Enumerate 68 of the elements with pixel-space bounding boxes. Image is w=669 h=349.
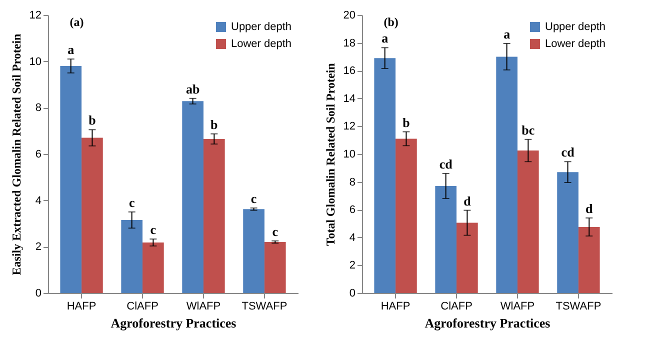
y-tick-label: 6 bbox=[349, 204, 356, 216]
y-tick-label: 4 bbox=[349, 232, 356, 244]
x-tick-label: TSWAFP bbox=[242, 300, 288, 312]
data-label: c bbox=[128, 194, 135, 210]
y-tick-label: 18 bbox=[343, 37, 356, 50]
bar bbox=[435, 186, 457, 293]
data-label: cd bbox=[439, 156, 454, 172]
bar bbox=[456, 222, 478, 293]
x-tick-label: TSWAFP bbox=[556, 300, 602, 312]
bar bbox=[517, 150, 539, 293]
bar bbox=[182, 101, 204, 293]
y-tick-label: 0 bbox=[349, 288, 356, 300]
y-tick-label: 4 bbox=[35, 194, 42, 207]
data-label: a bbox=[382, 30, 389, 46]
data-label: cd bbox=[561, 144, 576, 160]
y-axis-title: Total Glomalin Related Soil Protein bbox=[323, 62, 338, 246]
x-tick-label: HAFP bbox=[66, 300, 96, 312]
data-label: d bbox=[464, 193, 472, 208]
data-label: ab bbox=[186, 81, 200, 96]
bar bbox=[142, 242, 164, 293]
data-label: b bbox=[88, 112, 96, 128]
data-label: c bbox=[250, 190, 257, 206]
data-label: c bbox=[150, 222, 156, 238]
y-tick-label: 14 bbox=[343, 92, 356, 105]
data-label: d bbox=[586, 200, 594, 216]
legend-label: Lower depth bbox=[545, 38, 606, 50]
chart-title: (b) bbox=[384, 15, 398, 29]
bar bbox=[60, 66, 82, 293]
bar bbox=[82, 138, 103, 293]
legend-label: Upper depth bbox=[231, 21, 292, 33]
y-tick-label: 16 bbox=[343, 65, 356, 78]
bar bbox=[396, 138, 417, 293]
x-tick-label: WlAFP bbox=[500, 300, 535, 312]
bar bbox=[578, 226, 600, 293]
data-label: a bbox=[68, 42, 75, 58]
x-axis-title: Agroforestry Practices bbox=[110, 316, 236, 330]
y-tick-label: 10 bbox=[343, 148, 356, 160]
bar bbox=[557, 172, 578, 293]
x-tick-label: HAFP bbox=[380, 300, 410, 312]
y-tick-label: 2 bbox=[349, 260, 356, 272]
data-label: bc bbox=[522, 122, 535, 138]
bar bbox=[496, 56, 518, 293]
y-tick-label: 20 bbox=[343, 10, 356, 22]
data-label: c bbox=[272, 224, 278, 239]
bar bbox=[243, 209, 264, 293]
x-tick-label: ClAFP bbox=[440, 300, 472, 312]
bar bbox=[374, 58, 396, 293]
legend-label: Lower depth bbox=[231, 38, 292, 50]
data-label: b bbox=[402, 114, 410, 130]
y-tick-label: 8 bbox=[35, 102, 42, 114]
data-label: a bbox=[504, 26, 511, 42]
x-tick-label: WlAFP bbox=[186, 300, 221, 312]
data-label: b bbox=[210, 116, 218, 132]
bar bbox=[121, 220, 143, 293]
y-tick-label: 8 bbox=[349, 176, 356, 188]
y-tick-label: 12 bbox=[29, 10, 42, 22]
y-axis-title: Easily Extracted Glomalin Related Soil Protein bbox=[9, 33, 24, 276]
y-tick-label: 0 bbox=[35, 288, 42, 300]
bar bbox=[203, 138, 225, 293]
legend-label: Upper depth bbox=[545, 21, 606, 33]
y-tick-label: 10 bbox=[29, 56, 42, 68]
chart-title: (a) bbox=[70, 15, 84, 29]
x-axis-title: Agroforestry Practices bbox=[424, 316, 550, 330]
y-tick-label: 12 bbox=[343, 120, 356, 133]
y-tick-label: 2 bbox=[35, 241, 42, 254]
bar bbox=[264, 242, 286, 293]
x-tick-label: ClAFP bbox=[126, 300, 158, 312]
y-tick-label: 6 bbox=[35, 148, 42, 160]
